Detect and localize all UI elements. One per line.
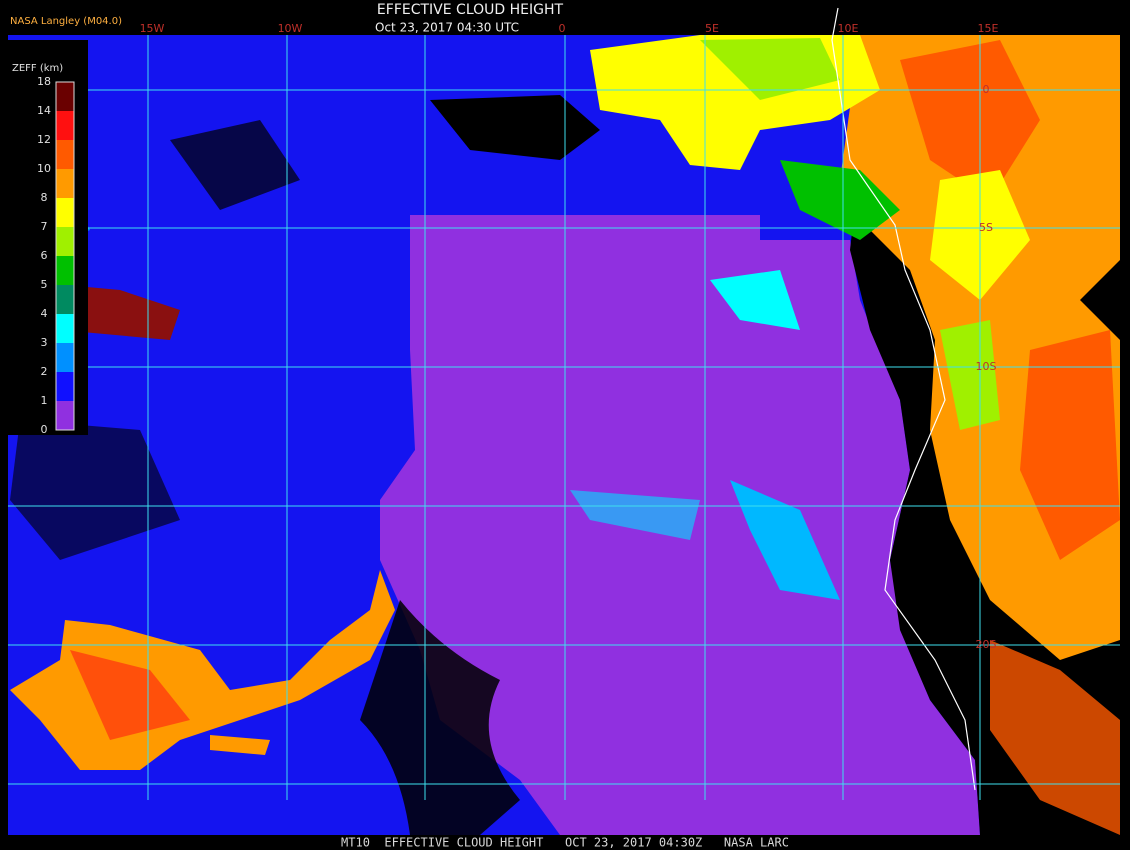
high-cloud [210, 735, 270, 755]
colorbar-segment [56, 372, 74, 401]
longitude-label: 15E [978, 22, 999, 35]
high-cloud [900, 40, 1040, 200]
low-mid-cloud [730, 480, 840, 600]
colorbar-segment [56, 82, 74, 111]
colorbar-segment [56, 227, 74, 256]
colorbar-segment [56, 256, 74, 285]
colorbar-segment [56, 314, 74, 343]
colorbar-segment [56, 111, 74, 140]
colorbar-label: 6 [41, 249, 48, 262]
longitude-label: 10W [278, 22, 303, 35]
colorbar-frame [55, 81, 75, 431]
colorbar-label: 3 [41, 336, 48, 349]
colorbar-label: 5 [41, 278, 48, 291]
colorbar-segment [56, 343, 74, 372]
colorbar-label: 10 [37, 162, 51, 175]
colorbar-panel [8, 40, 88, 435]
mid-cloud [700, 38, 840, 100]
mid-cloud [780, 160, 900, 240]
clear-patch [170, 120, 300, 210]
colorbar-label: 2 [41, 365, 48, 378]
latitude-label: 0 [983, 83, 990, 96]
colorbar-label: 18 [37, 75, 51, 88]
low-mid-cloud [570, 490, 700, 540]
high-cloud [990, 640, 1120, 835]
clear-patch [10, 420, 180, 560]
clear-patch [430, 95, 600, 160]
graticule [8, 35, 1120, 800]
colorbar-label: 8 [41, 191, 48, 204]
latitude-label: 5S [979, 221, 993, 234]
source: NASA Langley (M04.0) [10, 16, 122, 27]
colorbar-segment [56, 401, 74, 430]
clear-patch [360, 600, 520, 835]
longitude-label: 10E [838, 22, 859, 35]
colorbar-segment [56, 169, 74, 198]
colorbar-label: 12 [37, 133, 51, 146]
low-mid-cloud [710, 270, 800, 330]
coastline [831, 7, 976, 791]
mid-cloud [940, 320, 1000, 430]
colorbar-label: 7 [41, 220, 48, 233]
colorbar-label: 0 [41, 423, 48, 436]
high-cloud [70, 650, 190, 740]
high-cloud [1020, 330, 1120, 560]
colorbar-label: 4 [41, 307, 48, 320]
colorbar-label: 1 [41, 394, 48, 407]
colorbar-segment [56, 198, 74, 227]
latitude-label: 20S [976, 638, 997, 651]
longitude-label: 5E [705, 22, 719, 35]
colorbar-segment [56, 285, 74, 314]
imagery [8, 7, 1120, 835]
footer-bar [0, 835, 1130, 850]
footer: MT10 EFFECTIVE CLOUD HEIGHT OCT 23, 2017… [341, 836, 789, 850]
longitude-label: 15W [140, 22, 165, 35]
longitude-label: 0 [559, 22, 566, 35]
time: Oct 23, 2017 04:30 UTC [375, 21, 519, 35]
title: EFFECTIVE CLOUD HEIGHT [377, 2, 564, 18]
colorbar-title: ZEFF (km) [12, 63, 63, 74]
colorbar-segment [56, 140, 74, 169]
colorbar-label: 14 [37, 104, 51, 117]
latitude-label: 10S [976, 360, 997, 373]
